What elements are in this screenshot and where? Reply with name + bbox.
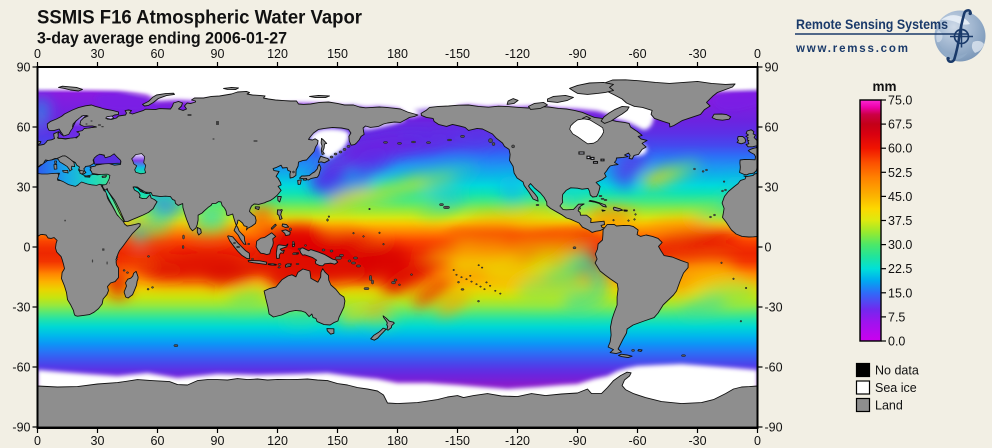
- svg-text:37.5: 37.5: [888, 214, 912, 228]
- svg-text:mm: mm: [872, 79, 896, 94]
- svg-text:-30: -30: [12, 301, 30, 315]
- svg-text:60: 60: [765, 121, 779, 135]
- svg-text:0.0: 0.0: [888, 335, 905, 349]
- svg-text:Sea ice: Sea ice: [875, 381, 917, 395]
- svg-text:SSMIS F16 Atmospheric Water Va: SSMIS F16 Atmospheric Water Vapor: [37, 8, 363, 29]
- svg-text:90: 90: [17, 61, 31, 75]
- svg-text:180: 180: [387, 47, 408, 61]
- svg-text:30: 30: [91, 434, 105, 448]
- svg-text:15.0: 15.0: [888, 286, 912, 300]
- svg-text:120: 120: [267, 434, 288, 448]
- svg-text:Remote Sensing Systems: Remote Sensing Systems: [796, 16, 948, 32]
- svg-text:45.0: 45.0: [888, 190, 912, 204]
- svg-text:150: 150: [327, 434, 348, 448]
- svg-text:150: 150: [327, 47, 348, 61]
- svg-text:30: 30: [91, 47, 105, 61]
- svg-text:-90: -90: [765, 421, 783, 435]
- svg-text:-90: -90: [568, 434, 586, 448]
- svg-text:0: 0: [34, 47, 41, 61]
- svg-text:-60: -60: [628, 47, 646, 61]
- svg-text:-120: -120: [505, 47, 530, 61]
- svg-text:No data: No data: [875, 364, 919, 378]
- svg-text:60: 60: [17, 121, 31, 135]
- svg-text:-60: -60: [628, 434, 646, 448]
- svg-text:30: 30: [17, 181, 31, 195]
- svg-text:30: 30: [765, 181, 779, 195]
- svg-text:-90: -90: [568, 47, 586, 61]
- svg-text:-150: -150: [445, 47, 470, 61]
- svg-text:52.5: 52.5: [888, 166, 912, 180]
- svg-text:0: 0: [765, 241, 772, 255]
- svg-text:22.5: 22.5: [888, 262, 912, 276]
- svg-text:www.remss.com: www.remss.com: [795, 43, 910, 55]
- svg-text:-30: -30: [688, 434, 706, 448]
- svg-text:120: 120: [267, 47, 288, 61]
- svg-text:0: 0: [24, 241, 31, 255]
- svg-text:90: 90: [211, 434, 225, 448]
- svg-text:90: 90: [765, 61, 779, 75]
- svg-text:30.0: 30.0: [888, 238, 912, 252]
- svg-text:60: 60: [151, 47, 165, 61]
- svg-text:90: 90: [211, 47, 225, 61]
- svg-text:75.0: 75.0: [888, 94, 912, 108]
- svg-text:-30: -30: [765, 301, 783, 315]
- svg-text:60: 60: [151, 434, 165, 448]
- svg-text:0: 0: [754, 434, 761, 448]
- svg-text:-60: -60: [765, 361, 783, 375]
- svg-text:-150: -150: [445, 434, 470, 448]
- svg-text:3-day average ending 2006-01-2: 3-day average ending 2006-01-27: [37, 30, 287, 48]
- svg-text:-30: -30: [688, 47, 706, 61]
- svg-text:180: 180: [387, 434, 408, 448]
- svg-text:Land: Land: [875, 399, 903, 413]
- svg-text:0: 0: [754, 47, 761, 61]
- svg-text:0: 0: [34, 434, 41, 448]
- svg-text:-60: -60: [12, 361, 30, 375]
- svg-text:60.0: 60.0: [888, 142, 912, 156]
- svg-text:-90: -90: [12, 421, 30, 435]
- svg-text:67.5: 67.5: [888, 118, 912, 132]
- svg-text:-120: -120: [505, 434, 530, 448]
- svg-text:7.5: 7.5: [888, 310, 905, 324]
